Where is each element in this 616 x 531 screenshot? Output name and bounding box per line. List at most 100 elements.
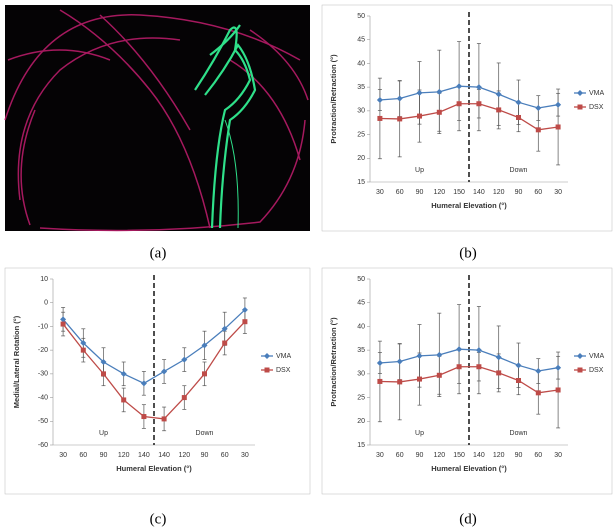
- annotation: Up: [99, 430, 108, 437]
- annotation: Up: [415, 430, 424, 437]
- panel-frame: [321, 267, 613, 495]
- marker: [222, 340, 228, 346]
- x-tick-label: 30: [59, 452, 67, 459]
- x-tick-label: 90: [515, 189, 523, 196]
- x-tick-label: 120: [178, 452, 190, 459]
- y-tick-label: 0: [44, 300, 48, 307]
- marker: [476, 364, 482, 370]
- marker: [456, 83, 463, 90]
- legend-label: VMA: [589, 90, 605, 97]
- marker: [60, 321, 66, 327]
- x-tick-label: 60: [396, 189, 404, 196]
- x-axis-title: Humeral Elevation (°): [431, 201, 507, 210]
- legend-marker: [577, 353, 583, 359]
- marker: [397, 379, 403, 385]
- marker: [376, 96, 383, 103]
- y-tick-label: 45: [357, 37, 365, 44]
- y-tick-label: 25: [357, 131, 365, 138]
- marker: [475, 84, 482, 91]
- x-tick-label: 140: [138, 452, 150, 459]
- y-axis-title: Protraction/Retraction (°): [329, 54, 338, 144]
- annotation: Down: [510, 167, 528, 174]
- legend-marker: [577, 104, 583, 110]
- x-tick-label: 120: [118, 452, 130, 459]
- x-tick-label: 90: [100, 452, 108, 459]
- x-tick-label: 90: [515, 452, 523, 459]
- x-axis-title: Humeral Elevation (°): [431, 464, 507, 473]
- marker: [535, 127, 541, 133]
- legend-label: DSX: [589, 367, 604, 374]
- x-tick-label: 140: [473, 452, 485, 459]
- x-tick-label: 60: [396, 452, 404, 459]
- series-line: [379, 348, 559, 372]
- marker: [535, 390, 541, 396]
- marker: [417, 113, 422, 119]
- y-axis-title: Protraction/Retraction (°): [329, 317, 338, 407]
- x-tick-label: 30: [376, 452, 384, 459]
- marker: [535, 368, 542, 375]
- marker: [181, 356, 188, 363]
- y-tick-label: 25: [357, 394, 365, 401]
- legend-marker: [577, 367, 583, 373]
- marker: [242, 319, 248, 325]
- annotation: Up: [415, 167, 424, 174]
- annotation: Down: [510, 430, 528, 437]
- x-tick-label: 90: [201, 452, 209, 459]
- marker: [202, 371, 207, 377]
- y-tick-label: 45: [357, 300, 365, 307]
- x-tick-label: 120: [493, 452, 505, 459]
- marker: [475, 347, 482, 354]
- marker: [535, 105, 542, 112]
- marker: [495, 91, 502, 98]
- marker: [476, 101, 482, 107]
- y-tick-label: 40: [357, 60, 365, 67]
- y-tick-label: 20: [357, 155, 365, 162]
- y-tick-label: 15: [357, 179, 365, 186]
- x-tick-label: 140: [473, 189, 485, 196]
- marker: [181, 395, 187, 401]
- x-tick-label: 140: [158, 452, 170, 459]
- legend-label: DSX: [276, 367, 291, 374]
- panel-frame: [321, 4, 613, 232]
- marker: [221, 325, 228, 332]
- caption: (b): [459, 245, 477, 261]
- x-tick-label: 120: [433, 189, 445, 196]
- marker: [161, 416, 167, 422]
- x-tick-label: 150: [453, 189, 465, 196]
- legend-marker: [264, 367, 270, 373]
- x-tick-label: 60: [534, 189, 542, 196]
- marker: [495, 354, 502, 361]
- legend-label: DSX: [589, 104, 604, 111]
- x-tick-label: 30: [554, 189, 562, 196]
- marker: [80, 347, 86, 353]
- marker: [397, 116, 403, 122]
- y-tick-label: 50: [357, 13, 365, 20]
- marker: [436, 372, 442, 378]
- series-line: [62, 321, 246, 420]
- x-tick-label: 30: [376, 189, 384, 196]
- y-tick-label: 20: [357, 418, 365, 425]
- x-tick-label: 120: [433, 452, 445, 459]
- marker: [515, 99, 522, 106]
- marker: [516, 114, 521, 120]
- marker: [436, 109, 442, 115]
- y-tick-label: -60: [38, 442, 48, 449]
- marker: [555, 387, 561, 393]
- marker: [377, 378, 383, 384]
- series-line: [379, 366, 559, 394]
- y-tick-label: 30: [357, 371, 365, 378]
- marker: [80, 340, 87, 347]
- y-tick-label: -40: [38, 394, 48, 401]
- y-tick-label: -20: [38, 347, 48, 354]
- marker: [120, 370, 127, 377]
- marker: [515, 362, 522, 369]
- caption: (d): [459, 511, 477, 527]
- marker: [141, 414, 147, 420]
- legend-marker: [577, 90, 583, 96]
- x-tick-label: 30: [554, 452, 562, 459]
- y-tick-label: 50: [357, 276, 365, 283]
- x-tick-label: 60: [79, 452, 87, 459]
- marker: [555, 124, 561, 130]
- marker: [516, 377, 521, 383]
